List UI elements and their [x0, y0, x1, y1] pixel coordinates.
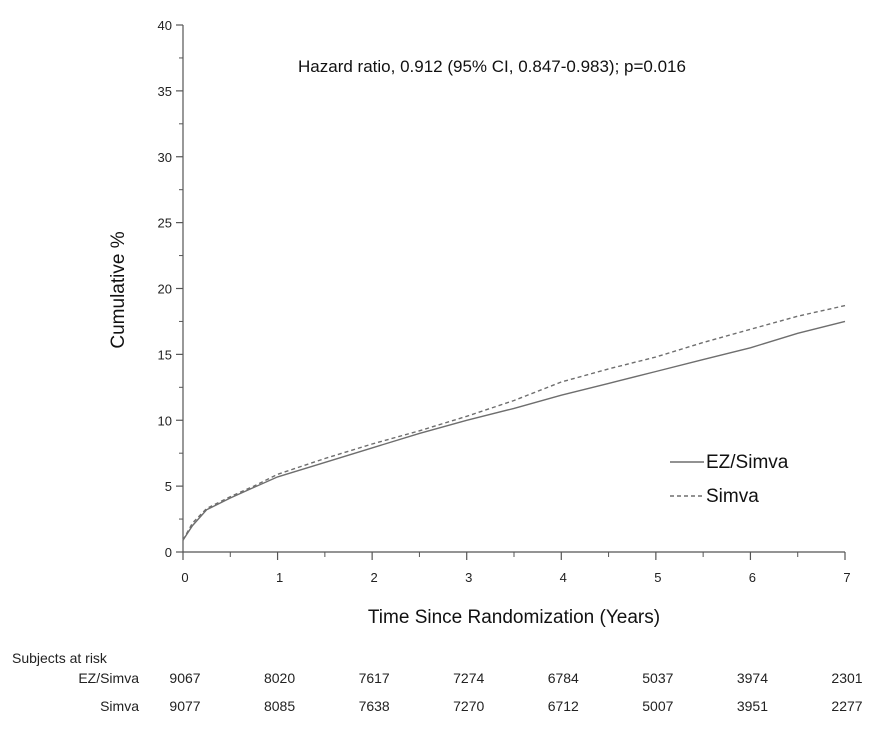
risk-value: 7638 [358, 698, 390, 714]
x-tick-label: 1 [276, 570, 283, 585]
risk-value: 3951 [736, 698, 768, 714]
x-tick-label: 6 [749, 570, 756, 585]
hazard-ratio-annotation: Hazard ratio, 0.912 (95% CI, 0.847-0.983… [298, 57, 686, 76]
y-tick-label: 35 [158, 84, 172, 99]
y-tick-label: 20 [158, 282, 172, 297]
risk-row-label: Simva [100, 698, 139, 714]
series-line-ez-simva [182, 320, 846, 541]
risk-value: 6712 [547, 698, 579, 714]
y-tick-label: 15 [158, 347, 172, 362]
risk-row-label: EZ/Simva [78, 670, 139, 686]
risk-value: 8085 [263, 698, 296, 714]
legend: EZ/Simva Simva [670, 452, 789, 507]
risk-value: 9067 [169, 670, 201, 686]
risk-value: 5007 [642, 698, 674, 714]
risk-table: Subjects at risk EZ/Simva 9067 8020 7617 727… [0, 644, 877, 736]
risk-value: 7270 [453, 698, 485, 714]
y-ticks: 0 5 10 15 20 25 30 35 40 [158, 18, 183, 560]
x-tick-label: 0 [181, 570, 188, 585]
risk-value: 7274 [453, 670, 485, 686]
risk-value: 9077 [169, 698, 201, 714]
risk-table-title: Subjects at risk [12, 650, 107, 666]
risk-value: 5037 [642, 670, 674, 686]
y-tick-label: 5 [165, 479, 172, 494]
x-tick-label: 5 [654, 570, 661, 585]
x-tick-label: 4 [560, 570, 567, 585]
legend-label: Simva [706, 486, 759, 507]
x-ticks: 0 1 2 3 4 5 6 7 [181, 552, 851, 585]
x-tick-label: 7 [843, 570, 850, 585]
chart-svg: 0 5 10 15 20 25 30 35 40 0 1 2 3 4 5 6 7 Hazard ratio, … [108, 18, 851, 628]
x-tick-label: 3 [465, 570, 472, 585]
y-tick-label: 40 [158, 18, 172, 33]
y-tick-label: 0 [165, 545, 172, 560]
risk-table-row: EZ/Simva 9067 8020 7617 7274 6784 5037 3974 2301 [0, 670, 877, 690]
risk-value: 3974 [736, 670, 768, 686]
risk-table-row: Simva 9077 8085 7638 7270 6712 5007 3951 2277 [0, 698, 877, 718]
risk-value: 2277 [831, 698, 863, 714]
x-tick-label: 2 [371, 570, 378, 585]
y-tick-label: 25 [158, 216, 172, 231]
legend-label: EZ/Simva [706, 452, 789, 473]
risk-value: 8020 [263, 670, 296, 686]
y-tick-label: 10 [158, 413, 172, 428]
y-axis-title: Cumulative % [108, 231, 129, 348]
risk-value: 7617 [358, 670, 390, 686]
y-tick-label: 30 [158, 150, 172, 165]
series-group [182, 304, 846, 541]
axes: 0 5 10 15 20 25 30 35 40 0 1 2 3 4 5 6 7 [158, 18, 851, 585]
risk-value: 6784 [547, 670, 579, 686]
x-axis-title: Time Since Randomization (Years) [368, 607, 660, 628]
risk-value: 2301 [831, 670, 863, 686]
